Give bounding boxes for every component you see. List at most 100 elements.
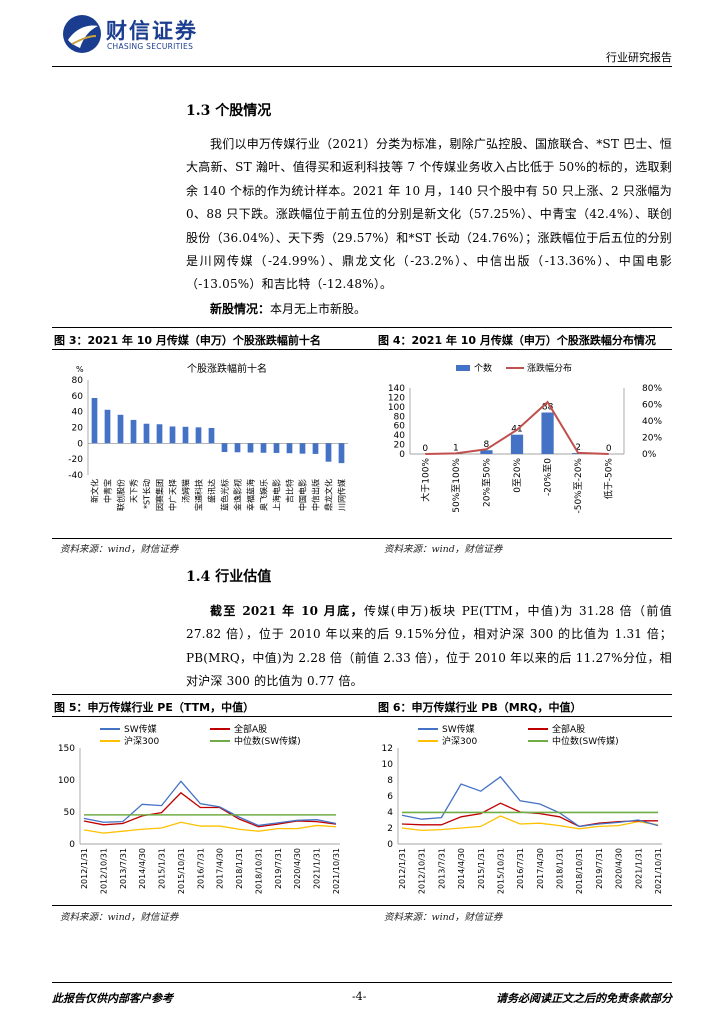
y-right-tick-label: 40% — [642, 417, 662, 427]
legend-label: 中位数(SW传媒) — [234, 735, 301, 747]
y-left-tick-label: 80 — [394, 412, 406, 422]
x-tick-label: 宝通科技 — [194, 479, 204, 511]
x-tick-label: 2017/4/30 — [216, 848, 225, 889]
y-tick-label: 0 — [387, 840, 393, 850]
x-tick-label: 2018/1/31 — [556, 848, 565, 889]
x-tick-label: -20%至0 — [543, 458, 554, 496]
x-tick-label: 2012/1/31 — [80, 848, 89, 889]
x-tick-label: *ST长动 — [142, 479, 152, 509]
x-tick-label: 新文化 — [90, 479, 100, 503]
valuation-text: 传媒(申万)板块 PE(TTM，中值)为 31.28 倍（前值 27.82 倍）… — [186, 604, 672, 689]
y-tick-label: 2 — [387, 824, 393, 834]
company-logo-icon — [63, 15, 101, 53]
footer-notice: 请务必阅读正文之后的免责条款部分 — [496, 992, 672, 1005]
x-tick-label: 中国电影 — [298, 479, 308, 511]
x-tick-label: 2021/10/31 — [332, 848, 341, 894]
legend-label: 中位数(SW传媒) — [552, 735, 619, 747]
x-tick-label: 2020/4/30 — [615, 848, 624, 889]
y-tick-label: 100 — [58, 776, 75, 786]
bar-金逸影视 — [234, 443, 241, 453]
x-tick-label: 2018/10/31 — [575, 848, 584, 894]
data-label: 0 — [422, 444, 428, 454]
legend-label: 沪深300 — [124, 735, 159, 747]
y-left-tick-label: 0 — [399, 450, 405, 460]
fig3-title: 图 3：2021 年 10 月传媒（申万）个股涨跌幅前十名 — [54, 334, 321, 347]
fig6-title: 图 6：申万传媒行业 PB（MRQ，中值） — [378, 701, 582, 714]
y-tick-label: 10 — [382, 760, 394, 770]
data-label: 2 — [575, 443, 581, 453]
y-tick-label: 0 — [77, 439, 83, 449]
bar-川网传媒 — [338, 443, 345, 464]
fig4-source: 资料来源：wind，财信证券 — [384, 544, 503, 555]
x-tick-label: 20%至50% — [481, 458, 492, 507]
bar-天下秀 — [130, 419, 137, 444]
series-line-沪深300 — [83, 821, 337, 834]
y-tick-label: -40 — [68, 471, 83, 481]
y-tick-label: 4 — [387, 808, 393, 818]
bar-中广天择 — [169, 426, 176, 444]
legend-label: SW传媒 — [124, 723, 157, 735]
bar-吉比特 — [286, 443, 293, 454]
fig3-source: 资料来源：wind，财信证券 — [60, 544, 179, 555]
data-label: 0 — [606, 444, 612, 454]
bar-0至20% — [510, 434, 524, 454]
y-tick-label: 0 — [69, 840, 75, 850]
footer-divider — [52, 982, 672, 983]
x-tick-label: 鼎龙文化 — [324, 479, 334, 511]
brand-name-cn: 财信证券 — [106, 19, 198, 43]
legend-label: SW传媒 — [442, 723, 475, 735]
bar-汤姆猫 — [182, 426, 189, 444]
x-tick-label: 2012/1/31 — [398, 848, 407, 889]
bar-20%至50% — [480, 450, 493, 454]
report-type: 行业研究报告 — [606, 51, 672, 64]
x-tick-label: 中广天择 — [168, 479, 178, 511]
x-tick-label: 2015/10/31 — [496, 848, 505, 894]
chart-title: 个股涨跌幅前十名 — [187, 362, 267, 375]
x-tick-label: 2015/1/31 — [158, 848, 167, 889]
footer-disclaimer: 此报告仅供内部客户参考 — [52, 992, 173, 1005]
x-tick-label: 2016/7/31 — [516, 848, 525, 889]
legend-label-count: 个数 — [474, 362, 492, 374]
x-tick-label: 低于-50% — [603, 458, 615, 500]
bar-宝通科技 — [195, 427, 202, 444]
x-tick-label: 2018/10/31 — [254, 848, 263, 894]
section-1-3-title: 1.3 个股情况 — [186, 103, 272, 119]
series-line-全部A股 — [83, 791, 337, 828]
bar-新文化 — [91, 398, 98, 444]
x-tick-label: 2013/7/31 — [119, 848, 128, 889]
x-tick-label: 中信出版 — [311, 479, 321, 511]
legend-label-distribution: 涨跌幅分布 — [527, 362, 572, 374]
bar-奥飞娱乐 — [260, 443, 267, 453]
y-right-tick-label: 80% — [642, 384, 662, 394]
y-tick-label: 60 — [72, 392, 84, 402]
x-tick-label: 幸福蓝海 — [246, 479, 256, 511]
x-tick-label: 川网传媒 — [337, 479, 347, 511]
x-tick-label: 2021/1/31 — [313, 848, 322, 889]
bar-*ST长动 — [143, 423, 150, 444]
x-tick-label: 2018/1/31 — [235, 848, 244, 889]
y-tick-label: 8 — [387, 776, 393, 786]
series-line-沪深300 — [401, 815, 659, 832]
x-tick-label: 汤姆猫 — [181, 479, 191, 503]
new-stock-text: 本月无上市新股。 — [270, 302, 367, 316]
x-tick-label: 2015/10/31 — [177, 848, 186, 894]
fig5-source: 资料来源：wind，财信证券 — [60, 912, 179, 923]
series-line-SW传媒 — [83, 780, 337, 827]
brand-name-en: CHASING SECURITIES — [107, 42, 194, 51]
x-tick-label: 2013/7/31 — [437, 848, 446, 889]
y-right-tick-label: 60% — [642, 401, 662, 411]
legend-label: 全部A股 — [552, 723, 585, 735]
bar-蓝色光标 — [221, 443, 228, 453]
x-tick-label: 大于100% — [419, 458, 431, 502]
x-tick-label: 2021/10/31 — [654, 848, 663, 894]
x-tick-label: 2014/4/30 — [457, 848, 466, 889]
fig5-title: 图 5：申万传媒行业 PE（TTM，中值） — [54, 701, 255, 714]
bar-鼎龙文化 — [325, 443, 332, 462]
x-tick-label: 2014/4/30 — [138, 848, 147, 889]
y-tick-label: 50 — [64, 808, 76, 818]
x-tick-label: 2019/7/31 — [595, 848, 604, 889]
series-line-SW传媒 — [401, 775, 659, 828]
fig4-title: 图 4：2021 年 10 月传媒（申万）个股涨跌幅分布情况 — [378, 334, 656, 347]
x-tick-label: 2019/7/31 — [274, 848, 283, 889]
